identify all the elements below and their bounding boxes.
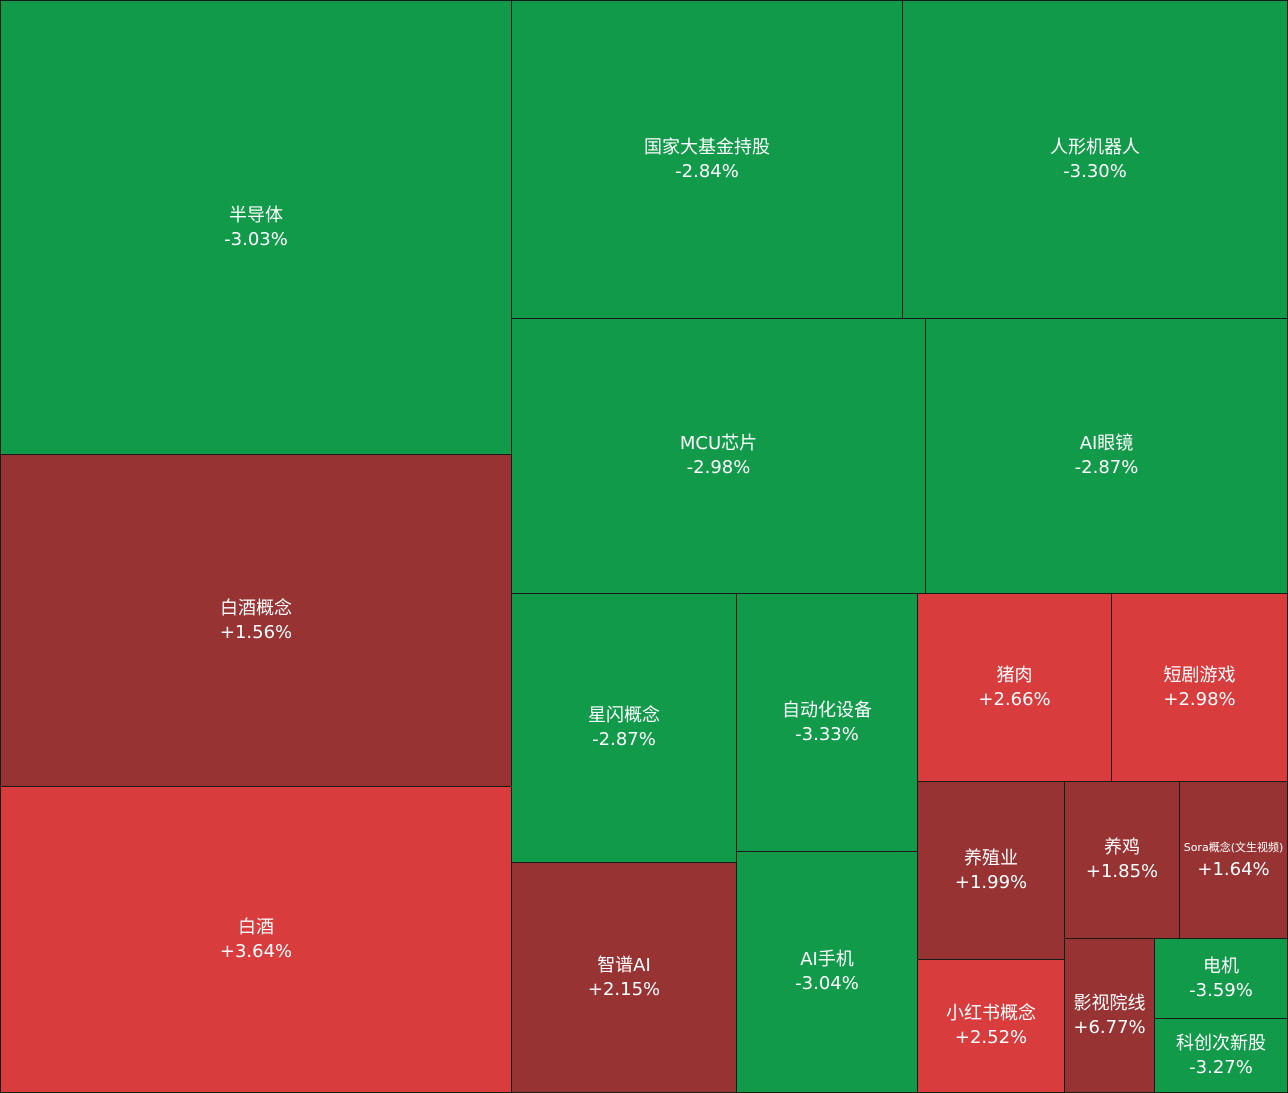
tile-name-label: AI眼镜 <box>1079 433 1134 454</box>
treemap-tile[interactable]: 国家大基金持股 -2.84% <box>511 0 903 319</box>
tile-name-label: 白酒概念 <box>220 597 292 619</box>
treemap-tile[interactable]: AI眼镜 -2.87% <box>925 318 1288 594</box>
tile-name-label: 自动化设备 <box>782 699 872 721</box>
tile-change-label: +1.56% <box>219 621 293 643</box>
tile-name-label: AI手机 <box>800 949 854 970</box>
tile-name-label: 猪肉 <box>996 664 1033 686</box>
treemap-tile[interactable]: 养殖业 +1.99% <box>917 781 1065 960</box>
tile-name-label: 影视院线 <box>1073 992 1146 1014</box>
tile-change-label: +1.64% <box>1197 859 1270 880</box>
tile-change-label: -2.84% <box>675 160 739 182</box>
tile-change-label: +2.98% <box>1163 688 1236 710</box>
tile-name-label: 电机 <box>1203 955 1239 977</box>
treemap-tile[interactable]: 养鸡 +1.85% <box>1064 781 1180 939</box>
tile-name-label: 短剧游戏 <box>1163 664 1236 686</box>
treemap-tile[interactable]: AI手机 -3.04% <box>736 851 918 1093</box>
tile-change-label: -3.30% <box>1063 160 1127 182</box>
treemap-tile[interactable]: 星闪概念 -2.87% <box>511 593 737 863</box>
tile-change-label: +3.64% <box>219 940 293 962</box>
tile-name-label: 小红书概念 <box>946 1003 1036 1024</box>
tile-change-label: -2.87% <box>1074 457 1139 478</box>
tile-name-label: 国家大基金持股 <box>644 136 770 158</box>
treemap-tile[interactable]: 科创次新股 -3.27% <box>1154 1018 1288 1093</box>
tile-change-label: +2.15% <box>587 978 661 1000</box>
treemap-tile[interactable]: 猪肉 +2.66% <box>917 593 1112 782</box>
tile-change-label: -2.87% <box>592 729 656 750</box>
tile-name-label: 智谱AI <box>597 954 651 976</box>
treemap-tile[interactable]: 短剧游戏 +2.98% <box>1111 593 1288 782</box>
treemap-tile[interactable]: 智谱AI +2.15% <box>511 862 737 1093</box>
treemap-tile[interactable]: 白酒概念 +1.56% <box>0 454 512 787</box>
treemap-tile[interactable]: 半导体 -3.03% <box>0 0 512 455</box>
tile-name-label: 白酒 <box>238 916 274 938</box>
tile-name-label: 养鸡 <box>1104 837 1140 858</box>
tile-change-label: +6.77% <box>1073 1016 1146 1038</box>
tile-name-label: 半导体 <box>229 204 283 226</box>
tile-name-label: 养殖业 <box>964 847 1018 869</box>
treemap-tile[interactable]: 小红书概念 +2.52% <box>917 959 1065 1093</box>
tile-change-label: -3.04% <box>795 973 859 994</box>
tile-change-label: -3.03% <box>224 228 288 250</box>
tile-name-label: Sora概念(文生视频) <box>1183 841 1284 854</box>
tile-change-label: -2.98% <box>686 457 751 478</box>
tile-change-label: -3.27% <box>1189 1056 1253 1078</box>
treemap-tile[interactable]: 电机 -3.59% <box>1154 938 1288 1019</box>
treemap-tile[interactable]: 人形机器人 -3.30% <box>902 0 1288 319</box>
treemap-tile[interactable]: 影视院线 +6.77% <box>1064 938 1155 1093</box>
tile-name-label: 星闪概念 <box>588 705 660 726</box>
tile-change-label: -3.33% <box>795 723 859 745</box>
treemap-tile[interactable]: Sora概念(文生视频) +1.64% <box>1179 781 1288 939</box>
tile-change-label: +2.66% <box>978 688 1051 710</box>
tile-name-label: MCU芯片 <box>679 433 758 454</box>
tile-change-label: -3.59% <box>1189 979 1253 1001</box>
treemap-tile[interactable]: MCU芯片 -2.98% <box>511 318 926 594</box>
tile-change-label: +1.85% <box>1085 861 1159 882</box>
tile-name-label: 科创次新股 <box>1176 1032 1266 1054</box>
tile-change-label: +2.52% <box>954 1027 1028 1048</box>
tile-change-label: +1.99% <box>954 871 1028 893</box>
treemap-tile[interactable]: 自动化设备 -3.33% <box>736 593 918 852</box>
treemap-tile[interactable]: 白酒 +3.64% <box>0 786 512 1093</box>
tile-name-label: 人形机器人 <box>1050 136 1140 158</box>
